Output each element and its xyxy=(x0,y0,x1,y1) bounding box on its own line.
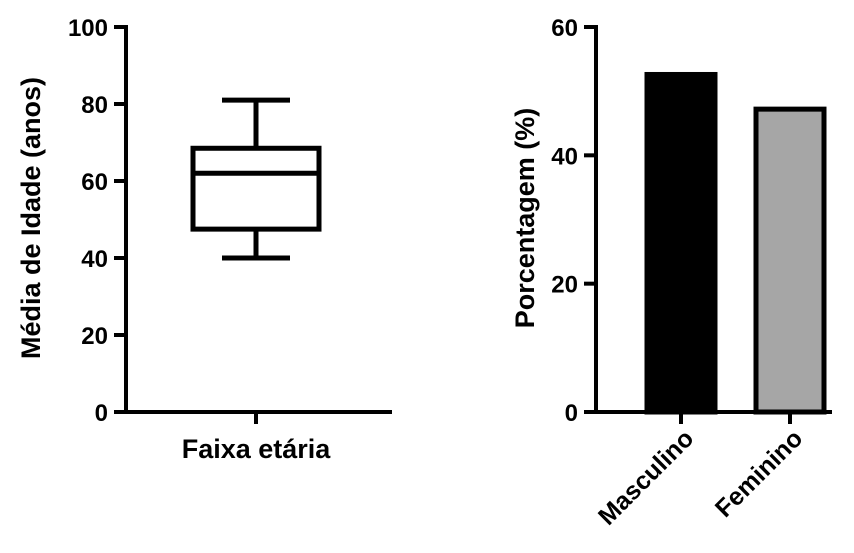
left-y-tick-label: 20 xyxy=(81,323,108,350)
left-y-axis-title: Média de Idade (anos) xyxy=(16,77,46,359)
right-y-axis-title: Porcentagem (%) xyxy=(510,108,540,329)
left-y-tick-label: 80 xyxy=(81,92,108,119)
right-y-tick-label: 20 xyxy=(551,272,578,299)
left-axes: 0 20 40 60 80 100 xyxy=(68,15,392,427)
left-x-axis-title: Faixa etária xyxy=(182,434,332,464)
bar-masculino xyxy=(644,71,718,415)
left-y-tick-label: 40 xyxy=(81,246,108,273)
boxplot xyxy=(190,97,322,261)
x-tick-label-feminino: Feminino xyxy=(710,424,808,522)
left-y-tick-label: 100 xyxy=(68,15,108,42)
right-y-tick-label: 40 xyxy=(551,143,578,170)
left-y-tick-label: 60 xyxy=(81,169,108,196)
iqr-box xyxy=(190,145,322,232)
age-boxplot-chart: Média de Idade (anos) Faixa etária 0 20 40… xyxy=(16,15,392,464)
gender-bar-chart: Porcentagem (%) 0 20 40 60 Masculino Feminino xyxy=(510,15,832,531)
x-tick-label-masculino: Masculino xyxy=(593,424,699,530)
bar-feminino xyxy=(753,106,827,415)
right-y-tick-label: 0 xyxy=(565,400,578,427)
right-y-tick-label: 60 xyxy=(551,15,578,42)
bars xyxy=(644,71,827,415)
left-y-tick-label: 0 xyxy=(95,400,108,427)
